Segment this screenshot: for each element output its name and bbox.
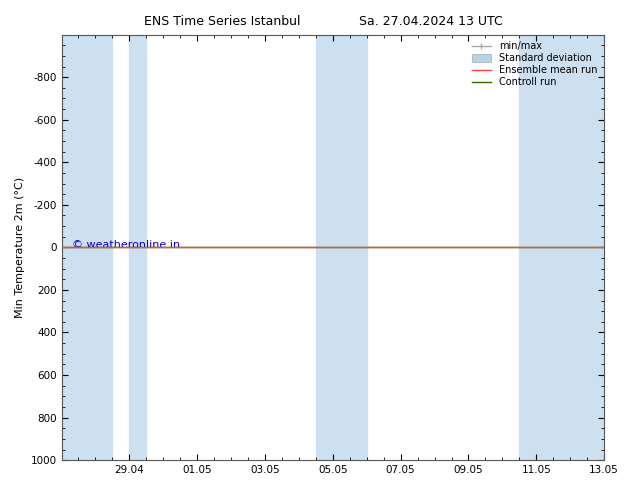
Y-axis label: Min Temperature 2m (°C): Min Temperature 2m (°C) [15,177,25,318]
Bar [519,35,553,460]
Bar [350,35,366,460]
Bar [553,35,604,460]
Text: © weatheronline.in: © weatheronline.in [72,240,181,250]
Bar [316,35,350,460]
Bar [129,35,146,460]
Legend: min/max, Standard deviation, Ensemble mean run, Controll run: min/max, Standard deviation, Ensemble me… [470,40,599,89]
Text: Sa. 27.04.2024 13 UTC: Sa. 27.04.2024 13 UTC [359,15,503,28]
Bar [61,35,112,460]
Text: ENS Time Series Istanbul: ENS Time Series Istanbul [144,15,300,28]
